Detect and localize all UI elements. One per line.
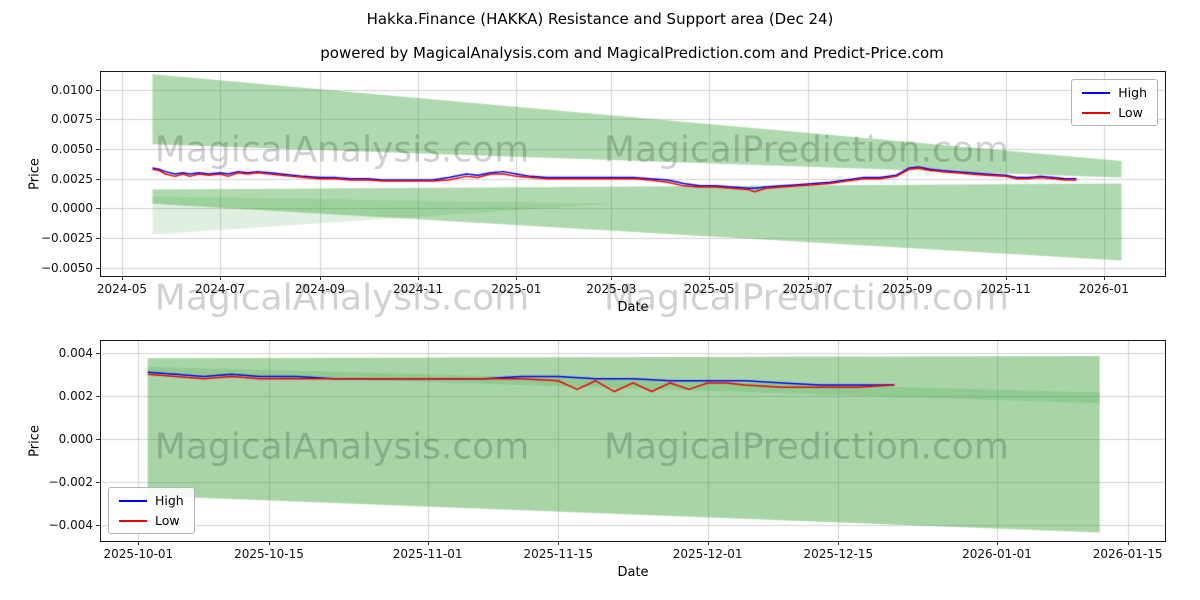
legend: High Low <box>108 487 195 534</box>
legend-label: Low <box>1118 105 1143 120</box>
x-tick-mark <box>138 541 140 545</box>
x-tick-mark <box>418 276 420 280</box>
x-tick-label: 2025-10-15 <box>234 547 304 561</box>
legend-item-low: Low <box>1082 105 1147 120</box>
legend-label: Low <box>155 513 180 528</box>
y-tick-label: −0.0025 <box>40 231 93 246</box>
y-tick-label: 0.0050 <box>51 142 93 157</box>
y-tick-label: −0.002 <box>48 474 93 489</box>
y-tick-label: 0.0075 <box>51 112 93 127</box>
x-tick-label: 2025-09 <box>882 282 933 296</box>
legend-line-swatch <box>1082 111 1111 114</box>
x-tick-label: 2025-12-01 <box>672 547 743 561</box>
x-tick-mark <box>807 276 809 280</box>
legend-item-high: High <box>119 493 184 508</box>
x-tick-label: 2024-09 <box>294 282 345 296</box>
x-tick-mark <box>1103 276 1105 280</box>
y-tick-label: −0.004 <box>48 517 93 532</box>
legend-label: High <box>1118 85 1147 100</box>
x-tick-mark <box>838 541 840 545</box>
x-tick-label: 2025-01 <box>491 282 542 296</box>
y-tick-mark <box>96 119 100 121</box>
y-tick-mark <box>96 524 100 526</box>
x-tick-label: 2025-11-15 <box>523 547 594 561</box>
x-tick-label: 2024-07 <box>195 282 246 296</box>
y-tick-label: 0.002 <box>58 388 93 403</box>
figure-subtitle: powered by MagicalAnalysis.com and Magic… <box>320 44 944 62</box>
x-tick-mark <box>707 541 709 545</box>
figure-title: Hakka.Finance (HAKKA) Resistance and Sup… <box>366 10 834 28</box>
x-tick-mark <box>1005 276 1007 280</box>
y-tick-label: 0.0100 <box>51 82 93 97</box>
x-tick-mark <box>611 276 613 280</box>
y-tick-label: 0.0000 <box>51 201 93 216</box>
y-tick-mark <box>96 438 100 440</box>
x-tick-mark <box>997 541 998 545</box>
y-tick-mark <box>96 395 100 397</box>
plot-canvas <box>101 72 1165 276</box>
y-tick-label: −0.0050 <box>40 260 93 275</box>
x-tick-label: 2025-10-01 <box>103 547 174 561</box>
y-tick-mark <box>96 178 100 180</box>
x-tick-mark <box>516 276 518 280</box>
legend-item-low: Low <box>119 513 184 528</box>
y-tick-mark <box>96 352 100 354</box>
y-tick-label: 0.004 <box>58 345 93 360</box>
x-tick-mark <box>907 276 909 280</box>
y-tick-label: 0.0025 <box>51 171 93 186</box>
x-tick-label: 2026-01-01 <box>962 547 1032 561</box>
y-tick-mark <box>96 267 100 269</box>
y-tick-mark <box>96 89 100 91</box>
x-tick-label: 2026-01-15 <box>1092 547 1163 561</box>
x-tick-mark <box>319 276 321 280</box>
x-tick-mark <box>427 541 429 545</box>
price-chart-bottom: 2025-10-01 2025-10-15 2025-11-01 2025-11-15… <box>28 340 1166 580</box>
x-tick-mark <box>558 541 560 545</box>
x-tick-mark <box>269 541 270 545</box>
x-tick-label: 2024-05 <box>96 282 147 296</box>
y-tick-mark <box>96 208 100 210</box>
x-tick-mark <box>1127 541 1129 545</box>
legend-line-swatch <box>119 519 147 522</box>
x-tick-label: 2025-12-15 <box>803 547 874 561</box>
x-tick-label: 2025-03 <box>586 282 637 296</box>
y-tick-label: 0.000 <box>58 431 93 446</box>
y-axis-label: Price <box>27 158 43 190</box>
legend-line-swatch <box>1082 91 1111 94</box>
x-tick-label: 2025-11 <box>980 282 1031 296</box>
x-tick-label: 2026-01 <box>1078 282 1129 296</box>
y-axis-label: Price <box>27 425 43 457</box>
legend: High Low <box>1071 79 1158 126</box>
x-tick-label: 2025-07 <box>782 282 833 296</box>
x-tick-mark <box>121 276 123 280</box>
legend-item-high: High <box>1082 85 1147 100</box>
x-tick-mark <box>220 276 222 280</box>
x-tick-mark <box>709 276 711 280</box>
x-tick-label: 2025-05 <box>684 282 735 296</box>
y-tick-mark <box>96 149 100 151</box>
x-axis-label: Date <box>617 300 649 315</box>
y-tick-mark <box>96 481 100 483</box>
price-chart-top: 2024-05 2024-07 2024-09 2024-11 2025-01 2025-… <box>28 71 1166 315</box>
x-axis-label: Date <box>617 565 649 580</box>
x-tick-label: 2025-11-01 <box>392 547 463 561</box>
legend-line-swatch <box>119 499 147 502</box>
y-tick-mark <box>96 238 100 240</box>
x-tick-label: 2024-11 <box>393 282 444 296</box>
plot-canvas <box>101 341 1165 541</box>
legend-label: High <box>155 493 184 508</box>
